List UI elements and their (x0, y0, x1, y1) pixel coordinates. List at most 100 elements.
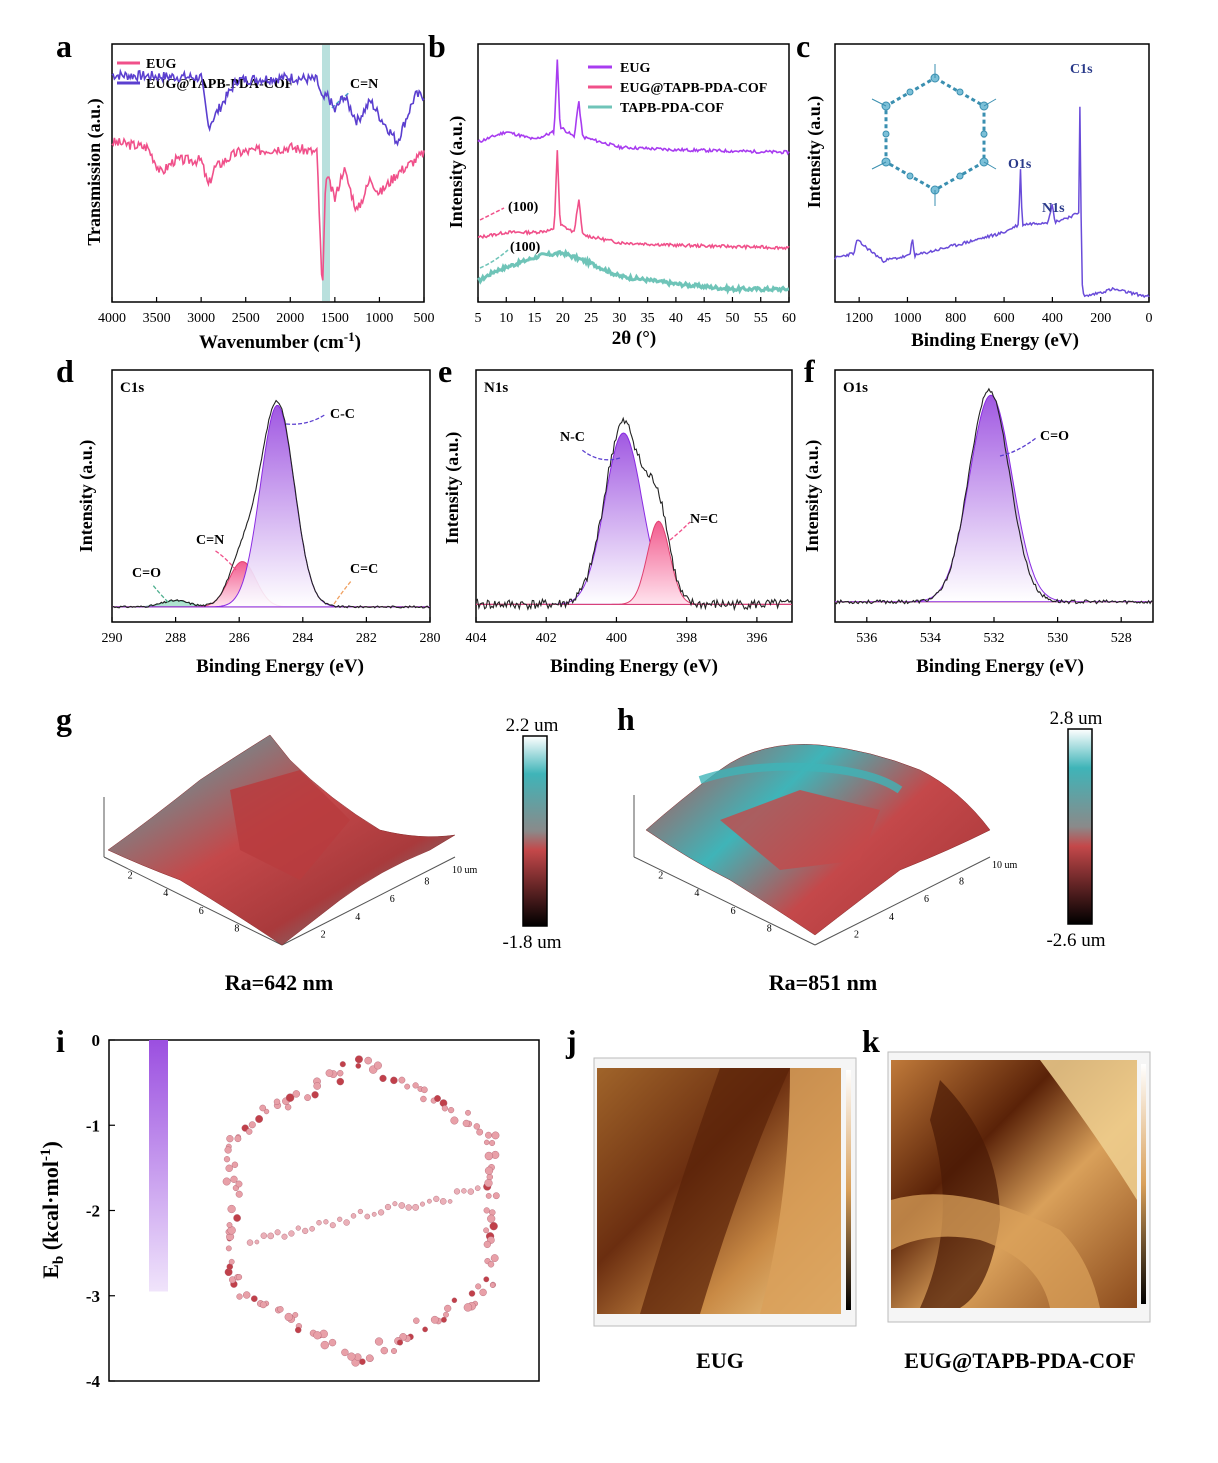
atom (483, 1240, 491, 1249)
atom (302, 1227, 309, 1235)
atom (479, 1288, 487, 1297)
tick-label: 55 (754, 311, 768, 326)
atom (475, 1283, 482, 1290)
panel-k: k EUG@TAPB-PDA-COF (862, 1023, 1151, 1373)
atom (397, 1339, 404, 1346)
atom (487, 1214, 496, 1223)
atom (447, 1199, 453, 1204)
atom (371, 1211, 377, 1217)
panel-a-xlabel: Wavenumber (cm-1) (199, 329, 361, 353)
atom (222, 1177, 231, 1186)
legend-b-cof: TAPB-PDA-COF (620, 101, 724, 116)
atom (259, 1301, 267, 1309)
panel-e-letter: e (438, 353, 452, 389)
tick-label: 25 (584, 311, 598, 326)
atom (284, 1312, 293, 1322)
atom (485, 1193, 492, 1199)
atom (235, 1180, 243, 1188)
atom (413, 1317, 420, 1324)
afm-g-ticks: 8 2 6 4 4 6 2 8 (128, 871, 430, 941)
atom (325, 1069, 334, 1077)
peak-label-c1s: C1s (1070, 62, 1093, 77)
tick-label: 1000 (893, 311, 921, 326)
panel-h-letter: h (617, 701, 635, 737)
tick-label: 536 (856, 631, 877, 646)
afm-h-unit: 10 um (992, 860, 1018, 871)
afm-j-light-band (760, 1068, 841, 1314)
atom (398, 1076, 406, 1084)
atom (245, 1128, 253, 1135)
panel-c-xlabel: Binding Energy (eV) (911, 330, 1079, 351)
atom (379, 1074, 387, 1083)
afm-g-axes (103, 797, 456, 946)
atom (476, 1128, 484, 1136)
atom (328, 1338, 337, 1347)
atom (288, 1230, 295, 1237)
atom (465, 1109, 471, 1116)
tick-label: 3000 (187, 311, 215, 326)
atom (226, 1135, 234, 1143)
arrow-n-double-c (669, 521, 691, 541)
atom (355, 1063, 362, 1069)
tick-label: 200 (1090, 311, 1111, 326)
panel-c-xticks: 1200 1000 800 600 400 200 0 (845, 297, 1153, 326)
atom (474, 1185, 481, 1191)
tick-label: 288 (165, 631, 186, 646)
afm-k-scale (1141, 1064, 1146, 1304)
atom (489, 1209, 496, 1216)
atom (295, 1326, 302, 1334)
panel-b-ylabel: Intensity (a.u.) (446, 116, 467, 229)
afm-j-dark-band (640, 1068, 790, 1314)
atom (489, 1282, 496, 1288)
molecular-model (222, 1055, 500, 1367)
afm-tick: 8 (424, 877, 429, 888)
tick-label: 4000 (98, 311, 126, 326)
atom (405, 1204, 412, 1211)
atom (267, 1232, 275, 1240)
panel-e-xticks: 404 402 400 398 396 (466, 617, 767, 646)
afm-tick: 8 (767, 923, 772, 934)
atom (483, 1227, 489, 1234)
atom (365, 1354, 374, 1362)
colorbar-h-bottom: -2.6 um (1046, 930, 1105, 951)
atom (421, 1086, 428, 1094)
atom (412, 1204, 419, 1211)
atom (492, 1192, 500, 1200)
tick-label: 2500 (232, 311, 260, 326)
atom (364, 1056, 373, 1065)
tick-label: 530 (1047, 631, 1068, 646)
colorbar-g (522, 735, 548, 927)
atom (380, 1346, 388, 1355)
atom (467, 1188, 474, 1195)
panel-i: i 0 -1 -2 -3 -4 Eb (kcal·mol-1) (38, 1023, 540, 1391)
afm-tick: 6 (199, 906, 204, 917)
tick-label: -4 (86, 1372, 101, 1391)
tick-label: 402 (536, 631, 557, 646)
arrow-c-c-double (333, 579, 353, 605)
atom (490, 1254, 499, 1263)
atom (404, 1083, 411, 1090)
panel-g-letter: g (56, 701, 72, 737)
tick-label: 0 (92, 1031, 101, 1050)
panel-f-xticks: 536 534 532 530 528 (856, 617, 1132, 646)
panel-a-letter: a (56, 28, 72, 64)
afm-g-ridge (230, 770, 350, 880)
afm-tick: 2 (854, 929, 859, 940)
atom (225, 1164, 233, 1173)
tick-label: 800 (945, 311, 966, 326)
afm-tick: 6 (390, 894, 395, 905)
panel-a-xticks: 4000 3500 3000 2500 2000 1500 1000 500 (98, 297, 435, 326)
afm-h-ridge (720, 790, 880, 870)
atom (313, 1331, 322, 1340)
panel-e-ylabel: Intensity (a.u.) (442, 432, 463, 545)
panel-k-letter: k (862, 1023, 880, 1059)
caption-k: EUG@TAPB-PDA-COF (904, 1348, 1135, 1373)
atom (233, 1214, 241, 1222)
atom (487, 1261, 495, 1268)
label-n-double-c: N=C (690, 512, 718, 527)
colorbar-h (1067, 728, 1093, 925)
tick-label: 500 (414, 311, 435, 326)
series-line-eug-cof (111, 68, 425, 147)
panel-f: f O1s C=O 536 534 532 530 528 Intensity (a.u… (802, 353, 1154, 677)
atom (235, 1190, 243, 1198)
